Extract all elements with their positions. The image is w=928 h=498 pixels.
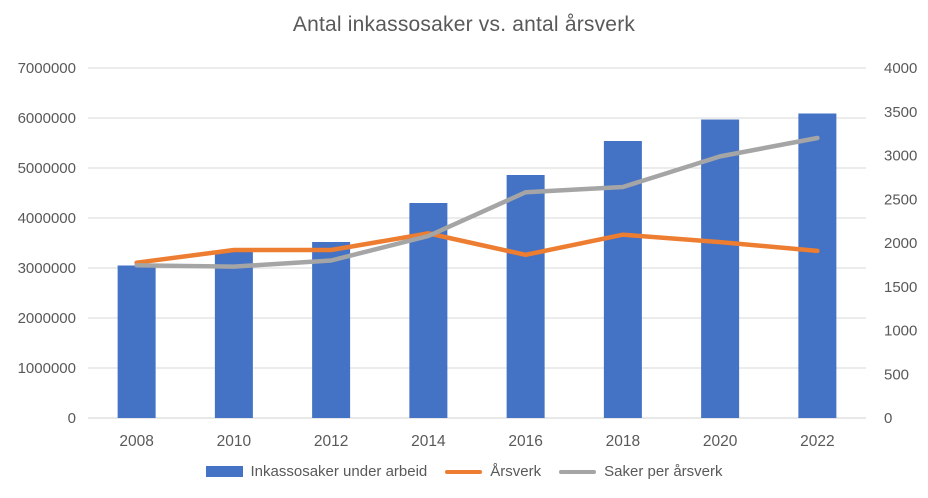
x-axis-label: 2014 [411,433,446,450]
legend-label-saker-per-arsverk: Saker per årsverk [604,463,723,480]
x-axis-label: 2020 [703,433,738,450]
y-axis-label-right: 2500 [884,191,917,208]
legend-line-swatch-icon [559,469,597,474]
bar-2008 [117,265,156,418]
x-axis-label: 2018 [606,433,640,450]
saker-per-rsverk-line [134,135,820,269]
x-axis-label: 2008 [119,433,153,450]
y-axis-label-right: 0 [884,410,892,427]
legend: Inkassosaker under arbeid Årsverk Saker … [0,463,928,480]
y-axis-label-right: 1000 [884,323,917,340]
-rsverk-line [134,231,820,265]
y-axis-label-right: 3000 [884,148,917,165]
legend-item-arsverk: Årsverk [445,463,541,480]
y-axis-label-left: 5000000 [18,160,76,177]
x-axis-label: 2012 [314,433,348,450]
y-axis-label-right: 1500 [884,279,917,296]
x-axis-label: 2016 [508,433,542,450]
y-axis-label-left: 2000000 [18,310,76,327]
x-axis-label: 2010 [217,433,252,450]
chart-title: Antal inkassosaker vs. antal årsverk [292,13,636,36]
legend-bar-swatch-icon [205,466,243,477]
legend-item-inkassosaker: Inkassosaker under arbeid [205,463,428,480]
y-axis-label-right: 4000 [884,60,917,77]
y-axis-label-right: 2000 [884,235,917,252]
y-axis-label-left: 7000000 [18,60,76,77]
legend-item-saker-per-arsverk: Saker per årsverk [559,463,723,480]
y-axis-label-left: 3000000 [18,260,76,277]
x-axis-label: 2022 [800,433,834,450]
y-axis-label-left: 4000000 [18,210,76,227]
bar-2010 [214,251,253,418]
y-axis-label-right: 3500 [884,104,917,121]
legend-label-inkassosaker: Inkassosaker under arbeid [250,463,428,480]
y-axis-label-left: 6000000 [18,110,76,127]
bar-2016 [506,175,545,418]
legend-label-arsverk: Årsverk [490,463,542,480]
y-axis-label-left: 1000000 [18,360,76,377]
bar-2012 [312,242,351,418]
legend-line-swatch-icon [445,469,483,474]
y-axis-label-left: 0 [68,410,76,427]
bar-2022 [798,113,837,418]
bar-2020 [701,119,740,418]
y-axis-label-right: 500 [884,366,909,383]
